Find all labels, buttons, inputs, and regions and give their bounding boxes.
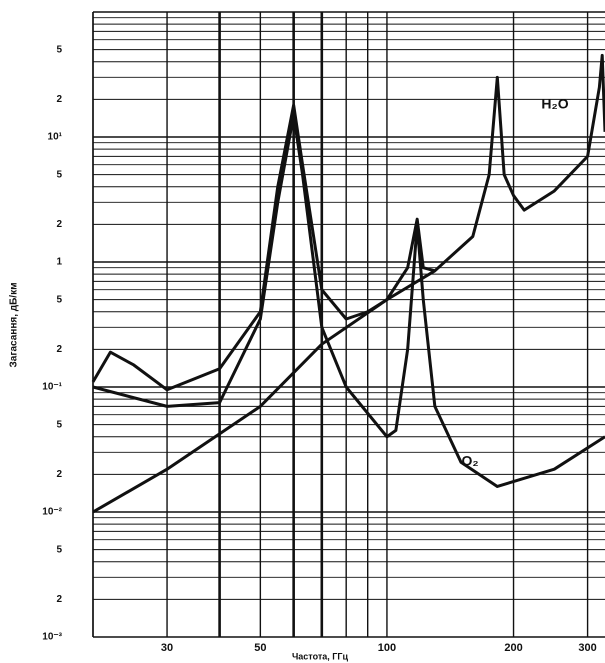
x-tick-label: 300 (578, 642, 596, 654)
series-label: O₂ (461, 453, 478, 469)
y-tick-label: 5 (56, 44, 62, 55)
curve (92, 113, 605, 488)
y-tick-label: 5 (56, 294, 62, 305)
x-tick-label: 200 (504, 642, 522, 654)
x-tick-label: 50 (254, 642, 266, 654)
x-tick-label: 30 (161, 642, 173, 654)
y-tick-label: 2 (56, 469, 62, 480)
y-tick-label: 10⁻³ (42, 632, 62, 643)
y-tick-label: 2 (56, 219, 62, 230)
x-tick-label: 100 (378, 642, 396, 654)
y-tick-label: 10⁻² (42, 507, 62, 518)
y-tick-label: 2 (56, 344, 62, 355)
y-tick-label: 2 (56, 94, 62, 105)
y-tick-label: 1 (56, 257, 62, 268)
y-tick-label: 5 (56, 544, 62, 555)
curve (91, 103, 436, 392)
y-tick-label: 2 (56, 594, 62, 605)
y-tick-label: 5 (56, 419, 62, 430)
x-axis-label: Частота, ГГц (292, 651, 349, 661)
series-label: H₂O (541, 96, 568, 112)
y-tick-label: 10¹ (48, 132, 63, 143)
curve (92, 53, 605, 514)
y-tick-label: 10⁻¹ (42, 382, 62, 393)
y-tick-label: 5 (56, 169, 62, 180)
y-axis-label: Загасання, дБ/км (9, 283, 20, 368)
